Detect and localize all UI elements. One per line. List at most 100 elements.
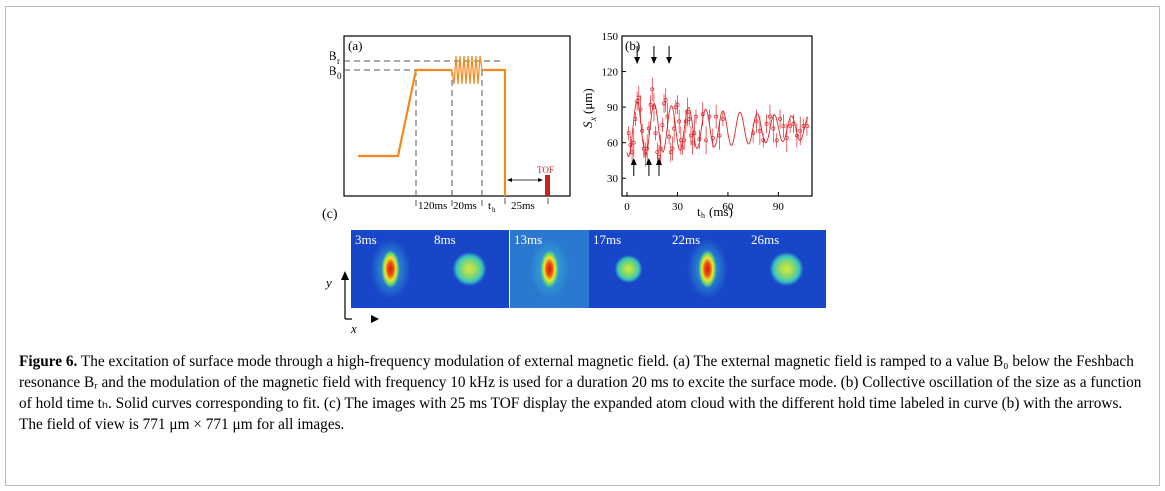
tof-image-label: 17ms [593, 232, 622, 247]
data-point [694, 114, 698, 119]
panel-c-label: (c) [322, 207, 338, 222]
arrow-down-head [666, 57, 673, 64]
data-point [658, 146, 663, 151]
data-point [774, 138, 779, 143]
tof-image: 17ms [589, 230, 668, 308]
panel-b-ylabel: S x (μm) [580, 88, 598, 128]
tof-image: 22ms [668, 230, 747, 308]
data-point [707, 114, 712, 119]
data-point [682, 138, 687, 143]
data-point [646, 126, 651, 131]
x-tick-label: 90 [773, 201, 785, 213]
data-point [700, 112, 705, 117]
seg-label-1: 120ms [418, 200, 447, 212]
data-point [660, 122, 665, 127]
data-point [710, 135, 715, 140]
data-point [640, 128, 645, 133]
arrow-down-head [634, 57, 641, 64]
seg-label-4: 25ms [511, 200, 535, 212]
tof-bar [545, 175, 550, 196]
data-point [714, 114, 719, 119]
arrow-up-head [645, 158, 652, 165]
data-point [645, 146, 650, 151]
data-point [651, 105, 656, 110]
data-point [720, 117, 725, 121]
svg-text:(ms): (ms) [709, 204, 733, 218]
axis-y-label: y [324, 275, 332, 290]
data-point [670, 146, 675, 151]
data-point [757, 128, 762, 133]
data-point [653, 131, 658, 136]
panel-c-axes: y [324, 271, 352, 320]
data-point [768, 114, 772, 119]
seg-label-3: t [488, 200, 491, 212]
x-tick-label: 60 [722, 201, 734, 213]
tof-label: TOF [537, 165, 554, 175]
modulation-wave [451, 55, 483, 85]
tof-image-label: 3ms [355, 232, 377, 247]
arrow-up-head [630, 158, 637, 165]
x-tick-label: 30 [672, 201, 684, 213]
data-point [794, 133, 799, 138]
y-tick-label: 60 [607, 138, 619, 150]
data-point [781, 124, 786, 129]
data-point [665, 114, 670, 119]
axis-x-text: x [350, 321, 357, 334]
panel-b-axes [621, 35, 813, 197]
arrow-up-head [655, 158, 662, 165]
tof-image: 13ms [510, 230, 589, 308]
data-point [648, 102, 653, 107]
data-point [791, 121, 796, 126]
figure-caption: Figure 6. The excitation of surface mode… [19, 351, 1144, 435]
hold-arrow-left [507, 178, 512, 182]
data-point [805, 124, 809, 129]
data-point [788, 124, 793, 129]
svg-text:h: h [701, 211, 705, 218]
seg-label-3-sub: h [492, 206, 496, 213]
data-point [798, 128, 803, 133]
caption-prefix: Figure 6. [19, 353, 78, 370]
br-label: B [330, 48, 337, 63]
svg-text:S: S [580, 121, 595, 128]
data-point [771, 126, 776, 131]
y-tick-label: 90 [607, 102, 619, 114]
y-tick-label: 120 [602, 67, 619, 79]
data-point [675, 102, 680, 107]
data-point [761, 138, 766, 143]
data-point [778, 117, 783, 121]
data-point [764, 121, 769, 126]
seg-label-2: 20ms [453, 200, 477, 212]
data-point [631, 140, 636, 145]
hold-line [482, 68, 507, 196]
br-sub: r [337, 56, 340, 66]
panel-b-xlabel: t h (ms) [697, 204, 733, 218]
tof-image: 8ms [430, 230, 509, 308]
data-point [697, 137, 702, 142]
ramp-line [358, 68, 452, 158]
fit-curve [626, 100, 809, 158]
data-point [751, 131, 756, 136]
svg-text:x: x [588, 117, 598, 122]
data-point [687, 117, 692, 121]
panel-a-sequence: (a) B r B 0 TOF 120ms 20ms t h 25ms [330, 35, 571, 213]
b0-label: B [330, 63, 337, 78]
panel-b-label: (b) [625, 38, 640, 53]
x-tick-label: 0 [624, 201, 630, 213]
data-point [663, 98, 668, 102]
y-tick-label: 30 [607, 173, 619, 185]
arrow-down-head [650, 57, 657, 64]
panel-a-label: (a) [348, 38, 362, 53]
panel-c-x-arrow: x [350, 315, 379, 334]
hold-arrow-right [538, 178, 543, 182]
data-point [638, 107, 643, 112]
tof-image: 3ms [351, 230, 430, 308]
data-point [677, 119, 682, 124]
caption-text: The excitation of surface mode through a… [19, 353, 1142, 433]
data-point [717, 133, 722, 138]
tof-image-label: 13ms [514, 232, 543, 247]
panel-a-axes [343, 35, 571, 197]
data-point [672, 126, 677, 131]
tof-image-label: 26ms [751, 232, 780, 247]
data-point [754, 119, 759, 124]
b0-sub: 0 [337, 71, 342, 81]
